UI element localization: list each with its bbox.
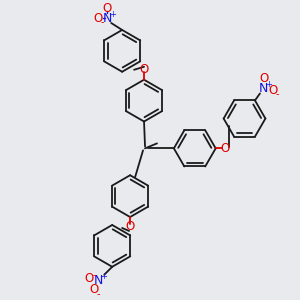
Text: N: N xyxy=(94,274,103,287)
Text: -: - xyxy=(97,289,100,298)
Text: O: O xyxy=(103,2,112,15)
Text: O: O xyxy=(140,63,149,76)
Text: -: - xyxy=(100,17,104,27)
Text: +: + xyxy=(109,10,116,19)
Text: +: + xyxy=(266,80,272,89)
Text: +: + xyxy=(100,272,107,281)
Text: N: N xyxy=(259,82,268,95)
Text: N: N xyxy=(103,11,112,25)
Text: O: O xyxy=(85,272,94,285)
Text: -: - xyxy=(275,89,279,100)
Text: O: O xyxy=(220,142,229,155)
Text: O: O xyxy=(90,283,99,296)
Text: O: O xyxy=(125,220,135,233)
Text: O: O xyxy=(94,11,103,25)
Text: -: - xyxy=(92,270,96,280)
Text: O: O xyxy=(268,84,278,97)
Text: O: O xyxy=(259,72,268,85)
